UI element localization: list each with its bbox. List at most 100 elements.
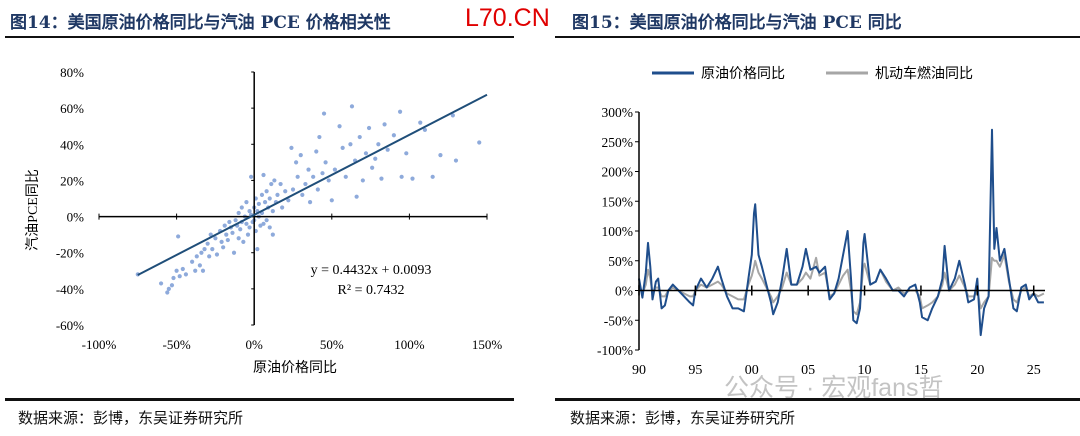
left-bottom-divider <box>5 398 514 401</box>
y-tick-label: 0% <box>67 210 85 225</box>
right-source: 数据来源：彭博，东吴证券研究所 <box>570 409 796 427</box>
scatter-point <box>326 178 331 183</box>
x-tick-label: 20 <box>970 363 984 378</box>
scatter-point <box>289 145 294 150</box>
scatter-point <box>363 151 369 156</box>
scatter-point <box>247 209 252 214</box>
scatter-point <box>267 196 272 201</box>
y-tick-label: 300% <box>602 105 634 120</box>
scatter-point <box>391 133 396 138</box>
y-tick-label: -100% <box>597 343 633 358</box>
scatter-point <box>199 250 204 255</box>
scatter-point <box>255 247 260 252</box>
scatter-point <box>200 268 206 273</box>
scatter-point <box>224 232 229 237</box>
scatter-point <box>233 218 238 223</box>
scatter-point <box>348 142 353 147</box>
scatter-point <box>222 223 227 228</box>
y-tick-label: -20% <box>56 246 84 261</box>
scatter-point <box>171 275 176 281</box>
scatter-point <box>278 181 283 187</box>
scatter-point <box>430 174 435 179</box>
scatter-point <box>214 252 220 257</box>
scatter-point <box>314 149 319 154</box>
scatter-point <box>231 250 237 255</box>
scatter-point <box>272 178 277 183</box>
regression-equation: y = 0.4432x + 0.0093 <box>311 263 432 278</box>
scatter-point <box>239 205 244 210</box>
scatter-point <box>193 268 198 273</box>
scatter-point <box>399 174 404 179</box>
scatter-point <box>166 286 171 291</box>
x-tick-label: 00 <box>745 363 759 378</box>
scatter-point <box>236 210 241 216</box>
scatter-point <box>323 160 328 165</box>
scatter-point <box>307 200 313 205</box>
scatter-point <box>366 125 372 131</box>
scatter-point <box>385 147 390 152</box>
scatter-point <box>183 272 189 277</box>
scatter-point <box>244 221 249 226</box>
scatter-point <box>306 167 311 172</box>
scatter-point <box>261 221 266 226</box>
scatter-point <box>210 247 215 252</box>
scatter-point <box>267 225 272 230</box>
scatter-point <box>176 234 181 239</box>
scatter-point <box>256 201 261 207</box>
x-tick-label: 05 <box>801 363 815 378</box>
scatter-point <box>264 218 269 223</box>
scatter-point <box>269 181 274 187</box>
scatter-point <box>329 198 334 203</box>
scatter-point <box>245 232 251 237</box>
x-tick-label: -50% <box>163 337 191 352</box>
x-tick-label: 50% <box>320 337 344 352</box>
scatter-point <box>298 153 303 158</box>
x-tick-label: 25 <box>1027 363 1041 378</box>
scatter-point <box>241 239 246 244</box>
scatter-point <box>286 198 291 203</box>
left-top-divider <box>5 36 514 38</box>
scatter-point <box>221 245 226 250</box>
x-tick-label: 15 <box>914 363 928 378</box>
figure-14-title: 图14：美国原油价格同比与汽油 PCE 价格相关性 <box>10 13 391 33</box>
y-tick-label: -60% <box>56 318 84 333</box>
watermark: 公众号 · 宏观fans哲 <box>724 374 944 402</box>
x-axis-title: 原油价格同比 <box>253 360 337 376</box>
y-tick-label: 100% <box>602 224 634 239</box>
y-tick-label: 0% <box>615 284 633 299</box>
scatter-point <box>343 174 348 179</box>
x-tick-label: -100% <box>82 337 117 352</box>
scatter-point <box>315 187 320 192</box>
scatter-point <box>258 223 263 228</box>
scatter-point <box>177 274 182 279</box>
scatter-point <box>354 194 359 199</box>
scatter-point <box>370 165 375 170</box>
y-tick-label: 60% <box>60 101 84 116</box>
scatter-point <box>360 178 365 183</box>
scatter-point <box>247 225 252 230</box>
left-source: 数据来源：彭博，东吴证券研究所 <box>18 409 244 427</box>
scatter-point <box>317 134 322 140</box>
y-axis-title: 汽油PCE同比 <box>25 169 41 251</box>
scatter-point <box>320 171 325 176</box>
scatter-point <box>248 174 254 179</box>
scatter-point <box>418 120 423 125</box>
scatter-point <box>397 109 403 114</box>
scatter-point <box>207 254 212 259</box>
x-tick-label: 150% <box>472 337 503 352</box>
scatter-point <box>165 290 170 295</box>
scatter-point <box>349 104 355 109</box>
right-top-divider <box>555 36 1080 38</box>
scatter-point <box>270 232 275 237</box>
scatter-point <box>295 174 300 179</box>
y-tick-label: 40% <box>60 137 84 152</box>
scatter-point <box>236 236 241 241</box>
scatter-point <box>202 247 207 252</box>
scatter-point <box>194 254 199 259</box>
scatter-point <box>373 156 378 161</box>
y-tick-label: 250% <box>602 135 634 150</box>
legend-label-fuel: 机动车燃油同比 <box>875 65 973 82</box>
scatter-point <box>174 268 179 273</box>
scatter-point <box>213 236 218 241</box>
scatter-point <box>280 205 285 210</box>
